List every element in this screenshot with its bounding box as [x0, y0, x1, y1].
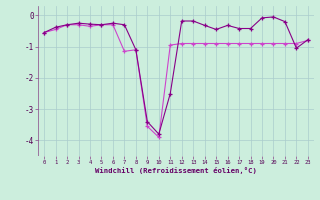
X-axis label: Windchill (Refroidissement éolien,°C): Windchill (Refroidissement éolien,°C) — [95, 167, 257, 174]
